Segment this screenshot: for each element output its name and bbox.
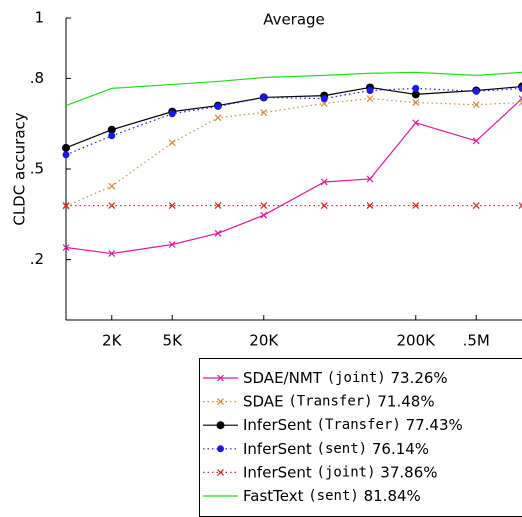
chart-title: Average bbox=[263, 11, 325, 29]
marker bbox=[366, 95, 374, 103]
marker bbox=[366, 86, 374, 94]
marker bbox=[366, 175, 374, 183]
marker bbox=[518, 202, 522, 209]
marker bbox=[168, 139, 176, 147]
legend-label: InferSent (joint) 37.86% bbox=[243, 463, 438, 481]
marker bbox=[472, 202, 480, 209]
marker bbox=[62, 202, 70, 209]
marker bbox=[217, 468, 224, 476]
marker bbox=[260, 202, 268, 209]
series-line bbox=[65, 85, 522, 149]
series-line bbox=[65, 71, 522, 107]
marker bbox=[214, 229, 222, 237]
marker bbox=[62, 244, 70, 251]
marker bbox=[518, 84, 522, 92]
legend: SDAE/NMT (joint) 73.26% SDAE (Transfer) 7… bbox=[199, 358, 522, 517]
marker bbox=[168, 110, 176, 118]
x-tick-label: 5K bbox=[163, 332, 184, 350]
marker bbox=[412, 99, 420, 106]
series-line bbox=[65, 87, 522, 156]
marker bbox=[366, 202, 374, 209]
marker bbox=[472, 137, 480, 145]
marker bbox=[320, 178, 328, 186]
marker bbox=[518, 99, 522, 106]
legend-label: SDAE/NMT (joint) 73.26% bbox=[243, 369, 448, 387]
y-tick-label: .5 bbox=[30, 160, 44, 178]
marker bbox=[168, 241, 176, 248]
marker bbox=[108, 132, 116, 140]
marker bbox=[472, 87, 480, 95]
marker bbox=[411, 90, 420, 99]
marker bbox=[217, 374, 224, 382]
marker bbox=[217, 445, 224, 453]
legend-label: InferSent (sent) 76.14% bbox=[243, 439, 429, 457]
marker bbox=[260, 211, 268, 219]
marker bbox=[216, 421, 225, 430]
legend-box bbox=[199, 358, 522, 517]
legend-label: InferSent (Transfer) 77.43% bbox=[243, 416, 463, 434]
y-tick-label: .2 bbox=[30, 250, 44, 268]
marker bbox=[412, 119, 420, 127]
marker bbox=[214, 114, 222, 122]
marker bbox=[320, 95, 328, 103]
y-tick-label: .8 bbox=[30, 69, 44, 87]
x-tick-label: .5M bbox=[463, 332, 490, 350]
series-line bbox=[65, 98, 522, 207]
marker bbox=[108, 182, 116, 190]
series-line bbox=[65, 98, 522, 255]
legend-label: FastText (sent) 81.84% bbox=[243, 487, 421, 505]
marker bbox=[62, 151, 70, 159]
x-tick-label: 2K bbox=[102, 332, 123, 350]
marker bbox=[107, 125, 116, 134]
marker bbox=[214, 102, 222, 110]
marker bbox=[108, 250, 116, 257]
marker bbox=[214, 202, 222, 209]
marker bbox=[412, 84, 420, 92]
marker bbox=[168, 202, 176, 209]
x-tick-label: 20K bbox=[249, 332, 279, 350]
marker bbox=[108, 202, 116, 209]
marker bbox=[260, 93, 268, 101]
marker bbox=[62, 143, 70, 152]
marker bbox=[217, 398, 224, 406]
y-tick-label: 1 bbox=[34, 9, 44, 27]
marker bbox=[412, 202, 420, 209]
legend-label: SDAE (Transfer) 71.48% bbox=[243, 392, 435, 410]
y-axis-label: CLDC accuracy bbox=[11, 112, 29, 225]
marker bbox=[320, 202, 328, 209]
marker bbox=[260, 109, 268, 116]
x-tick-label: 200K bbox=[397, 332, 437, 350]
marker bbox=[472, 101, 480, 109]
